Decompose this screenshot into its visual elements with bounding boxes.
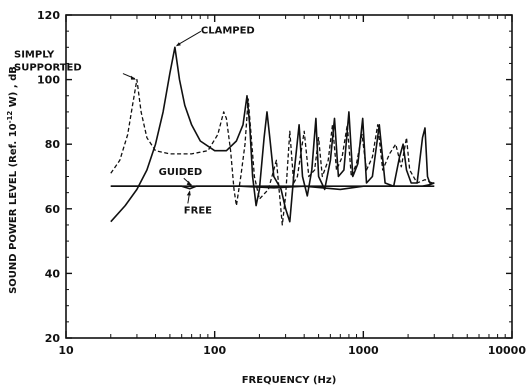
series-group — [110, 46, 435, 226]
series-line-simply-supported — [110, 78, 435, 226]
leader-clamped — [176, 30, 202, 46]
plot-border — [65, 14, 513, 339]
series-line-clamped — [110, 46, 435, 223]
y-tick-label: 120 — [37, 9, 60, 22]
x-tick-label: 100 — [203, 344, 226, 357]
y-tick-label: 40 — [45, 267, 61, 280]
axis-ticks: 20 40 60 80 100 120 10 100 1000 10000 — [37, 9, 526, 357]
y-tick-label: 100 — [37, 74, 60, 87]
y-tick-label: 80 — [45, 138, 61, 151]
annotation-clamped: CLAMPED — [201, 25, 255, 36]
annotation-guided: GUIDED — [159, 167, 202, 178]
x-axis-label: FREQUENCY (Hz) — [242, 375, 337, 386]
arrow-clamped — [175, 42, 181, 47]
y-axis-label-main: SOUND POWER LEVEL (Ref. 10 — [8, 123, 19, 294]
y-axis-label: SOUND POWER LEVEL (Ref. 10-12 W) , dB — [6, 66, 19, 294]
arrow-free — [186, 190, 191, 196]
x-tick-label: 1000 — [348, 344, 379, 357]
annotation-free: FREE — [184, 205, 212, 216]
x-tick-label: 10000 — [488, 344, 527, 357]
y-axis-label-unit: W) , dB — [8, 66, 19, 111]
arrow-simply-supported — [130, 75, 136, 80]
annotations: CLAMPED SIMPLY SUPPORTED GUIDED FREE — [14, 25, 255, 216]
y-axis-label-exponent: -12 — [6, 111, 14, 124]
y-tick-label: 20 — [45, 332, 61, 345]
y-tick-label: 60 — [45, 203, 61, 216]
arrow-guided — [186, 180, 192, 186]
x-tick-label: 10 — [58, 344, 74, 357]
annotation-supported: SUPPORTED — [14, 63, 82, 74]
series-line-free — [110, 185, 435, 191]
plot-frame — [65, 14, 513, 339]
annotation-simply: SIMPLY — [14, 50, 55, 61]
